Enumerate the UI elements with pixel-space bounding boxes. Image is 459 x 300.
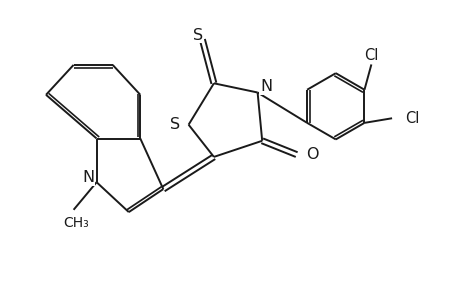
Text: Cl: Cl — [404, 111, 419, 126]
Text: O: O — [305, 147, 318, 162]
Text: S: S — [170, 117, 180, 132]
Text: N: N — [82, 170, 94, 185]
Text: S: S — [192, 28, 202, 43]
Text: CH₃: CH₃ — [63, 216, 89, 230]
Text: N: N — [259, 80, 271, 94]
Text: Cl: Cl — [364, 48, 378, 63]
